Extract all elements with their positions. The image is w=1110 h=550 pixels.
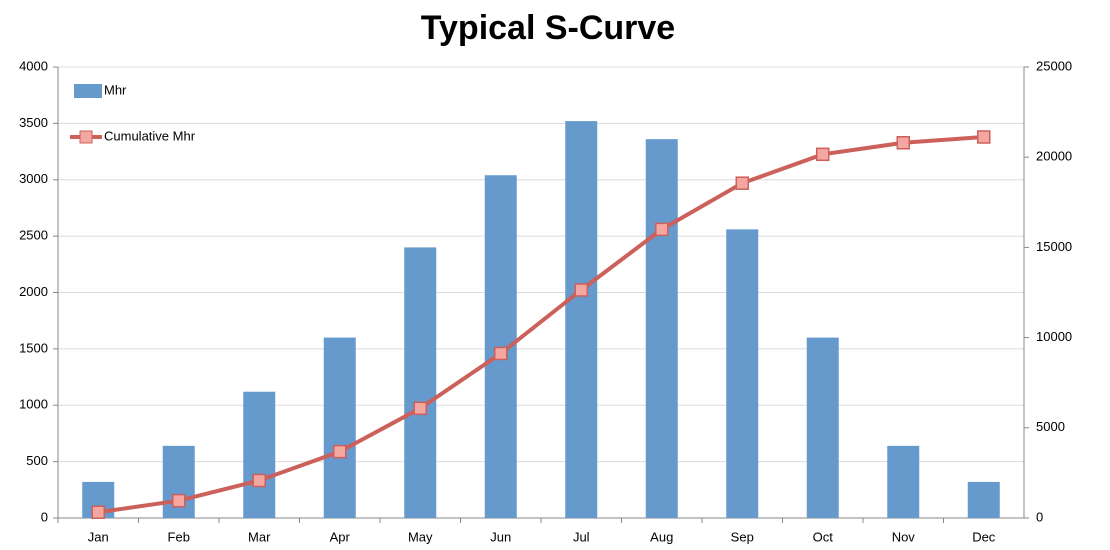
y2-tick-label: 10000 (1036, 329, 1072, 344)
marker (91, 505, 105, 519)
x-tick-label: Apr (330, 529, 351, 544)
x-tick-label: May (408, 529, 433, 544)
y2-tick-label: 0 (1036, 509, 1043, 524)
bar (323, 337, 356, 518)
legend-marker (79, 130, 93, 144)
y2-tick-label: 25000 (1036, 58, 1072, 73)
y-tick-label: 3500 (19, 115, 48, 130)
y-tick-label: 500 (26, 453, 48, 468)
legend-label: Cumulative Mhr (104, 128, 196, 143)
marker (735, 176, 749, 190)
marker (816, 147, 830, 162)
marker (977, 130, 991, 144)
marker (252, 473, 266, 488)
y-tick-label: 0 (41, 509, 48, 524)
y-tick-label: 1000 (19, 397, 48, 412)
bar (243, 391, 276, 518)
marker (655, 222, 669, 237)
x-tick-label: Jul (573, 529, 590, 544)
chart-title: Typical S-Curve (421, 9, 675, 47)
bar (645, 139, 678, 518)
y-tick-label: 2500 (19, 228, 48, 243)
bar (565, 121, 598, 519)
x-tick-label: Jan (88, 529, 109, 544)
x-tick-label: Feb (168, 529, 190, 544)
legend-swatch (74, 84, 102, 98)
x-tick-label: Sep (731, 529, 754, 544)
bar (967, 481, 1000, 518)
y-tick-label: 4000 (19, 58, 48, 73)
y-tick-label: 1500 (19, 340, 48, 355)
y2-tick-label: 5000 (1036, 419, 1065, 434)
bar (806, 337, 839, 518)
marker (333, 444, 347, 459)
legend-label: Mhr (104, 82, 127, 97)
x-tick-label: Aug (650, 529, 673, 544)
x-tick-label: Dec (972, 529, 996, 544)
x-tick-label: Nov (892, 529, 916, 544)
marker (494, 346, 508, 361)
x-tick-label: Mar (248, 529, 271, 544)
marker (896, 136, 910, 150)
y-tick-label: 3000 (19, 171, 48, 186)
marker (172, 493, 186, 508)
bar (404, 247, 437, 518)
x-tick-label: Jun (490, 529, 511, 544)
marker (413, 401, 427, 416)
x-tick-label: Oct (813, 529, 834, 544)
bar (726, 229, 759, 519)
y2-tick-label: 20000 (1036, 149, 1072, 164)
bar (887, 445, 920, 518)
line (97, 135, 984, 515)
y-tick-label: 2000 (19, 284, 48, 299)
marker (574, 283, 588, 297)
y2-tick-label: 15000 (1036, 239, 1072, 254)
